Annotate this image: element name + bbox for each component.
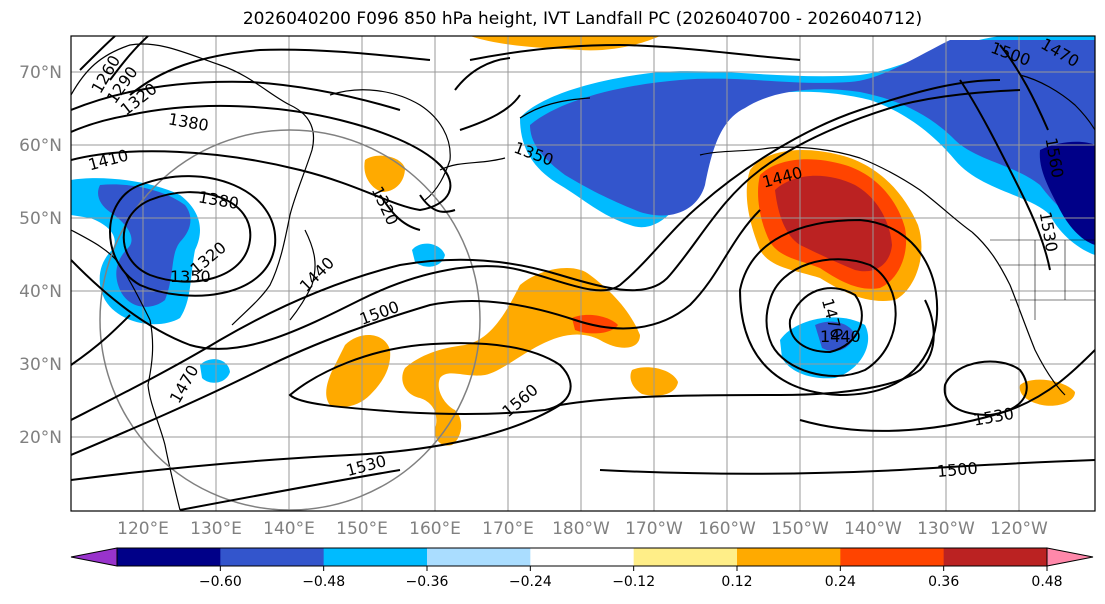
colorbar-bin <box>323 548 428 566</box>
colorbar-tick-label: −0.24 <box>509 574 552 590</box>
colorbar-tick-label: 0.24 <box>825 574 856 590</box>
colorbar: −0.60 −0.48 −0.36 −0.24 −0.12 0.12 0.24 0.36 0.4… <box>70 547 1094 590</box>
lon-label: 150°W <box>771 519 829 539</box>
latitude-labels: 70°N 60°N 50°N 40°N 30°N 20°N <box>19 63 62 448</box>
contour-label: 1440 <box>820 327 861 346</box>
contour-label: 1350 <box>170 267 211 286</box>
lon-label: 170°W <box>625 519 683 539</box>
ivt-positive-gulf-alaska-core <box>775 175 892 272</box>
map-frame <box>70 35 1096 512</box>
ivt-negative-small-2 <box>200 359 230 383</box>
lon-label: 170°E <box>482 519 534 539</box>
lon-label: 160°W <box>698 519 756 539</box>
gridlines <box>71 36 1095 511</box>
ivt-negative-core-northeast <box>1039 141 1095 245</box>
colorbar-tick-label: −0.48 <box>302 574 345 590</box>
colorbar-extend-right <box>1046 547 1094 567</box>
ivt-positive-small-ne <box>364 155 405 192</box>
colorbar-tick-label: −0.60 <box>199 574 242 590</box>
colorbar-bin <box>220 548 325 566</box>
ivt-negative-west-core <box>98 184 191 307</box>
colorbar-extend-left <box>70 547 118 567</box>
lon-label: 140°E <box>263 519 315 539</box>
lon-label: 120°E <box>117 519 169 539</box>
colorbar-bin <box>633 548 738 566</box>
page-title: 2026040200 F096 850 hPa height, IVT Land… <box>242 9 923 29</box>
lat-label: 30°N <box>19 355 62 375</box>
colorbar-bin <box>840 548 945 566</box>
colorbar-tick-label: 0.48 <box>1031 574 1062 590</box>
distance-ring <box>99 129 481 511</box>
contour-label: 1500 <box>936 458 978 480</box>
colorbar-tick-label: 0.12 <box>721 574 752 590</box>
lon-label: 140°W <box>844 519 902 539</box>
lat-label: 70°N <box>19 63 62 83</box>
coastlines <box>71 43 1095 511</box>
lon-label: 150°E <box>336 519 388 539</box>
colorbar-bin <box>530 548 635 566</box>
colorbar-tick-label: −0.12 <box>612 574 655 590</box>
colorbar-bin <box>427 548 531 566</box>
colorbar-bin <box>117 548 221 566</box>
lon-label: 160°E <box>409 519 461 539</box>
ivt-negative-east-low-core <box>815 321 855 352</box>
colorbar-tick-label: −0.36 <box>406 574 449 590</box>
lat-label: 50°N <box>19 209 62 229</box>
lat-label: 40°N <box>19 282 62 302</box>
lon-label: 120°W <box>990 519 1048 539</box>
colorbar-bins <box>116 547 1048 567</box>
ivt-positive-north-edge <box>470 36 660 51</box>
lon-label: 130°W <box>917 519 975 539</box>
lat-label: 20°N <box>19 428 62 448</box>
lon-label: 180°W <box>552 519 610 539</box>
longitude-labels: 120°E 130°E 140°E 150°E 160°E 170°E 180°… <box>117 519 1048 539</box>
colorbar-bin <box>737 548 841 566</box>
colorbar-tick-label: 0.36 <box>928 574 959 590</box>
height-contours <box>71 36 1095 511</box>
colorbar-bin <box>943 548 1048 566</box>
ivt-negative-band-north-core <box>530 40 1095 225</box>
lon-label: 130°E <box>190 519 242 539</box>
ivt-positive-central-core <box>572 314 618 334</box>
colorbar-ticks: −0.60 −0.48 −0.36 −0.24 −0.12 0.12 0.24 0.36 0.4… <box>199 566 1063 590</box>
lat-label: 60°N <box>19 136 62 156</box>
